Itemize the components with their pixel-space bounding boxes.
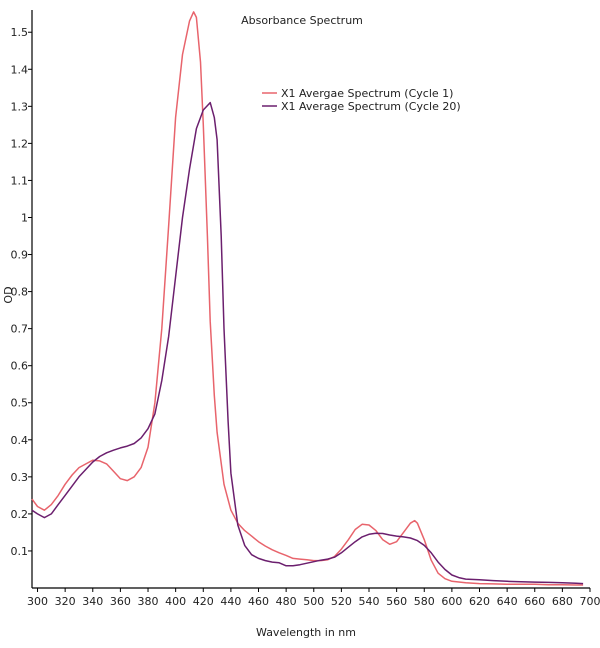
x-tick-label: 580: [414, 595, 435, 608]
y-tick-label: 1.4: [11, 63, 29, 76]
y-tick-label: 1.2: [11, 137, 29, 150]
x-tick-label: 500: [303, 595, 324, 608]
x-tick-label: 660: [524, 595, 545, 608]
y-tick-label: 1: [21, 211, 28, 224]
x-axis: 300 320 340 360 380 400 420 440 460 480 500 520 540 5…: [27, 588, 600, 608]
y-tick-label: 0.6: [11, 360, 29, 373]
x-tick-label: 340: [82, 595, 103, 608]
chart-title: Absorbance Spectrum: [241, 14, 363, 27]
y-tick-label: 1.3: [11, 100, 29, 113]
x-axis-label: Wavelength in nm: [256, 626, 356, 639]
y-axis: 0.1 0.2 0.3 0.4 0.5 0.6 0.7 0.8 0.9 1 1.1 1.2 1.3 1.4…: [11, 26, 32, 558]
y-tick-label: 0.5: [11, 397, 29, 410]
x-tick-label: 680: [552, 595, 573, 608]
x-tick-label: 600: [441, 595, 462, 608]
x-tick-label: 380: [138, 595, 159, 608]
x-tick-label: 540: [359, 595, 380, 608]
x-tick-label: 460: [248, 595, 269, 608]
x-tick-label: 440: [220, 595, 241, 608]
x-tick-label: 300: [27, 595, 48, 608]
x-tick-label: 480: [276, 595, 297, 608]
series-line-1: [31, 11, 584, 586]
series-line-2: [31, 101, 584, 585]
y-tick-label: 0.4: [11, 434, 29, 447]
y-tick-label: 0.1: [11, 545, 29, 558]
y-tick-label: 0.7: [11, 323, 29, 336]
y-axis-label: OD: [2, 286, 15, 303]
legend-label-2: X1 Average Spectrum (Cycle 20): [281, 100, 461, 113]
legend: X1 Avergae Spectrum (Cycle 1)X1 Average …: [262, 87, 461, 113]
y-tick-label: 0.3: [11, 471, 29, 484]
x-tick-label: 560: [386, 595, 407, 608]
y-tick-label: 0.9: [11, 249, 29, 262]
x-tick-label: 700: [580, 595, 600, 608]
y-tick-label: 1.5: [11, 26, 29, 39]
x-tick-label: 520: [331, 595, 352, 608]
x-tick-label: 640: [497, 595, 518, 608]
legend-label-1: X1 Avergae Spectrum (Cycle 1): [281, 87, 453, 100]
x-tick-label: 620: [469, 595, 490, 608]
x-tick-label: 400: [165, 595, 186, 608]
y-tick-label: 0.8: [11, 286, 29, 299]
x-tick-label: 420: [193, 595, 214, 608]
y-tick-label: 0.2: [11, 508, 29, 521]
x-tick-label: 320: [55, 595, 76, 608]
x-tick-label: 360: [110, 595, 131, 608]
y-tick-label: 1.1: [11, 174, 29, 187]
plot-area: [31, 10, 590, 589]
